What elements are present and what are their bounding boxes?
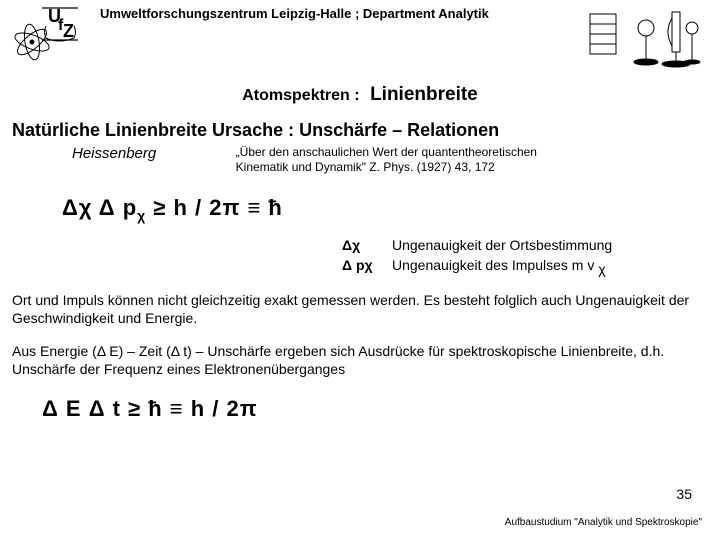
title-line: Atomspektren : Linienbreite xyxy=(0,84,720,106)
svg-text:Z: Z xyxy=(63,21,74,41)
subtitle: Natürliche Linienbreite Ursache : Unschä… xyxy=(12,120,708,141)
def-symbol: Δχ xyxy=(342,237,392,253)
def-row: Δχ Ungenauigkeit der Ortsbestimmung xyxy=(342,237,708,253)
formula-lhs-sub: χ xyxy=(137,207,146,223)
formula-rhs: ≡ ħ xyxy=(240,195,283,220)
def-text: Ungenauigkeit der Ortsbestimmung xyxy=(392,237,612,253)
author-name: Heissenberg xyxy=(72,145,156,162)
footer-text: Aufbaustudium "Analytik und Spektroskopi… xyxy=(505,517,702,528)
symbol-definitions: Δχ Ungenauigkeit der Ortsbestimmung Δ pχ… xyxy=(342,237,708,277)
author-row: Heissenberg „Über den anschaulichen Wert… xyxy=(12,143,708,175)
content: Natürliche Linienbreite Ursache : Unschä… xyxy=(0,120,720,422)
title-prefix: Atomspektren : xyxy=(242,87,359,104)
apparatus-illustration xyxy=(584,4,704,72)
institution-name: Umweltforschungszentrum Leipzig-Halle ; … xyxy=(100,6,584,21)
def-symbol: Δ pχ xyxy=(342,257,392,277)
formula-mid: ≥ h / 2π xyxy=(146,195,240,220)
ufz-logo: U f Z xyxy=(8,4,80,64)
def-text: Ungenauigkeit des Impulses m v χ xyxy=(392,257,606,277)
paragraph-1: Ort und Impuls können nicht gleichzeitig… xyxy=(12,291,708,327)
formula-lhs: Δχ Δ p xyxy=(62,195,137,220)
header: U f Z Umweltforschungszentrum Leipzig-Ha… xyxy=(0,0,720,72)
title-main: Linienbreite xyxy=(370,84,478,105)
page-number: 35 xyxy=(676,486,692,502)
uncertainty-formula-energy: Δ E Δ t ≥ ħ ≡ h / 2π xyxy=(42,396,708,422)
paragraph-2: Aus Energie (Δ E) – Zeit (Δ t) – Unschär… xyxy=(12,342,708,378)
def-row: Δ pχ Ungenauigkeit des Impulses m v χ xyxy=(342,257,708,277)
uncertainty-formula-position: Δχ Δ pχ ≥ h / 2π ≡ ħ xyxy=(62,195,708,223)
citation: „Über den anschaulichen Wert der quanten… xyxy=(236,145,576,175)
